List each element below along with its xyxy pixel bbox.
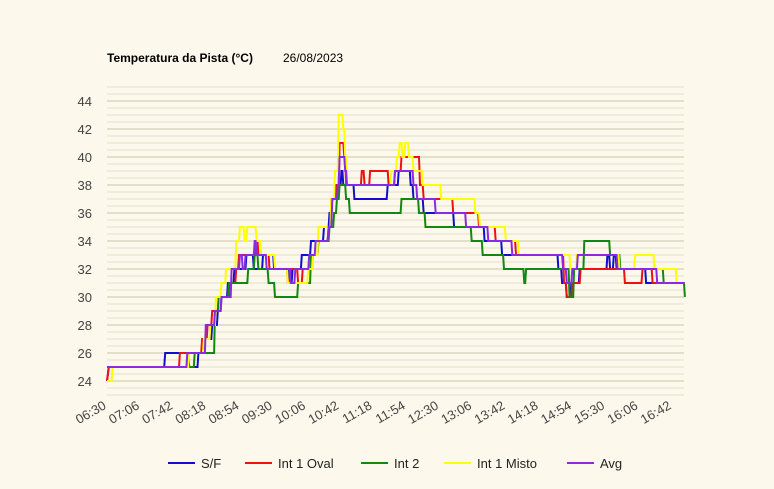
series-line-avg: [107, 156, 685, 368]
legend-label: S/F: [201, 456, 221, 471]
chart-subtitle-date: 26/08/2023: [283, 51, 343, 65]
legend-label: Int 1 Oval: [278, 456, 334, 471]
y-tick-label: 44: [78, 94, 92, 109]
chart-title: Temperatura da Pista (°C): [107, 51, 253, 65]
y-tick-label: 32: [78, 262, 92, 277]
x-tick-label: 13:06: [438, 398, 474, 427]
x-tick-label: 09:30: [239, 398, 275, 427]
y-tick-label: 30: [78, 290, 92, 305]
x-tick-label: 16:42: [638, 398, 674, 427]
y-tick-label: 24: [78, 374, 92, 389]
x-tick-label: 10:06: [272, 398, 308, 427]
x-axis-ticks: 06:3007:0607:4208:1808:5409:3010:0610:42…: [73, 398, 674, 427]
series-lines: [106, 114, 686, 382]
y-tick-label: 38: [78, 178, 92, 193]
legend-label: Int 1 Misto: [477, 456, 537, 471]
y-tick-label: 34: [78, 234, 92, 249]
legend: S/F Int 1 Oval Int 2 Int 1 Misto Avg: [168, 456, 622, 471]
legend-label: Avg: [600, 456, 622, 471]
x-tick-label: 15:30: [571, 398, 607, 427]
x-tick-label: 11:54: [373, 398, 408, 427]
y-tick-label: 28: [78, 318, 92, 333]
y-axis-ticks: 24 26 28 30 32 34 36 38 40 42 44: [78, 94, 92, 389]
x-tick-label: 16:06: [605, 398, 641, 427]
x-tick-label: 13:42: [472, 398, 508, 427]
y-tick-label: 42: [78, 122, 92, 137]
x-tick-label: 14:18: [505, 398, 541, 427]
x-tick-label: 07:42: [139, 398, 175, 427]
x-tick-label: 11:18: [340, 398, 375, 427]
x-tick-label: 10:42: [305, 398, 341, 427]
y-tick-label: 36: [78, 206, 92, 221]
series-line-int-2: [107, 184, 686, 368]
x-tick-label: 12:30: [405, 398, 441, 427]
x-tick-label: 08:54: [206, 398, 242, 427]
y-tick-label: 26: [78, 346, 92, 361]
x-tick-label: 08:18: [173, 398, 209, 427]
x-tick-label: 07:06: [106, 398, 142, 427]
x-tick-label: 14:54: [538, 398, 574, 427]
legend-label: Int 2: [394, 456, 419, 471]
x-tick-label: 06:30: [73, 398, 109, 427]
y-tick-label: 40: [78, 150, 92, 165]
